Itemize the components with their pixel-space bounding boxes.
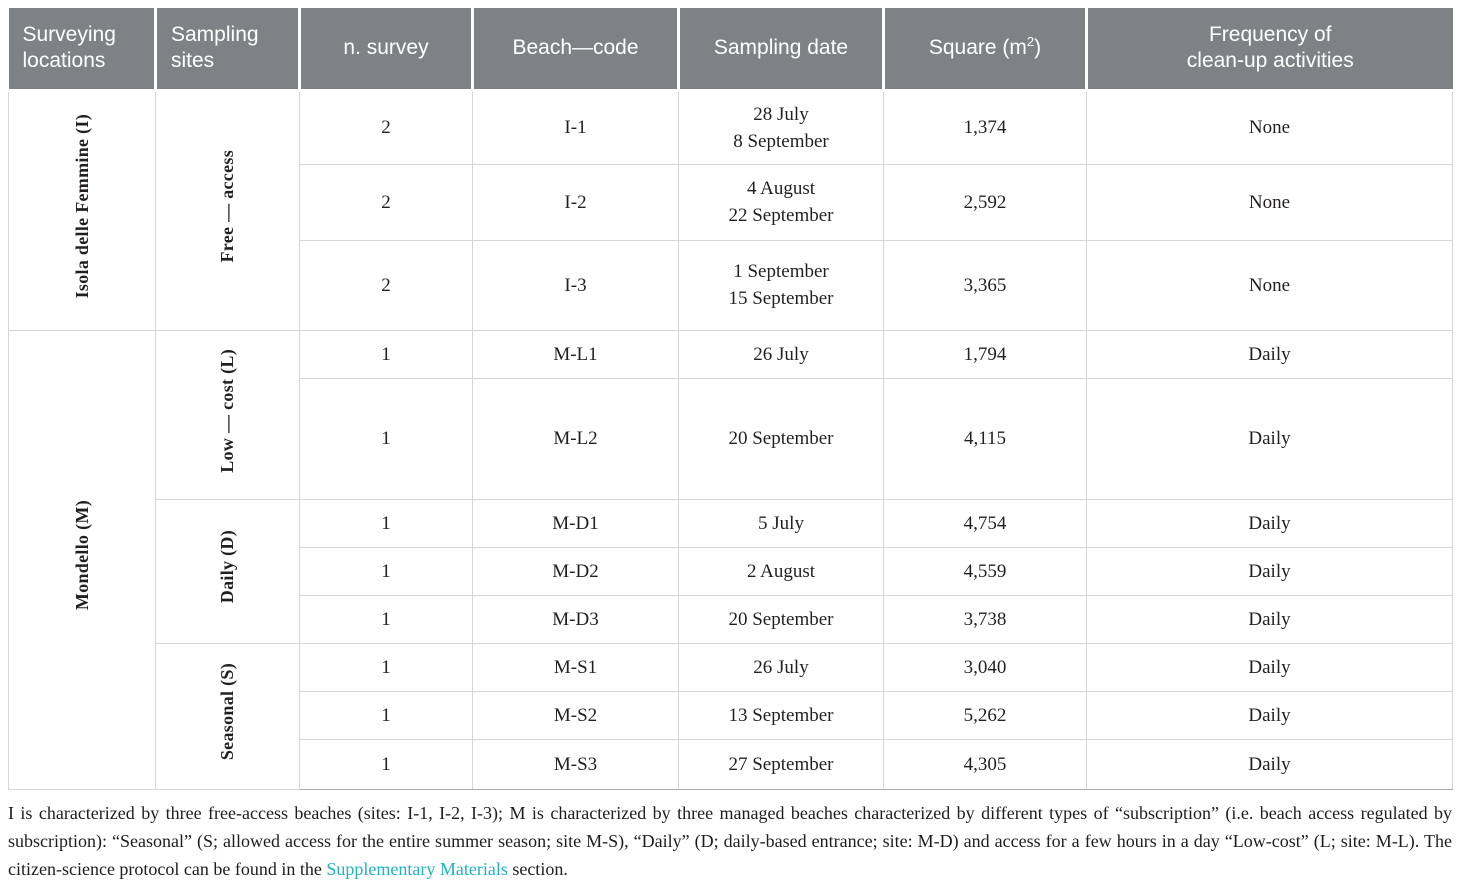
square-label-prefix: Square (m (928, 36, 1027, 60)
square-cell: 4,559 (883, 546, 1087, 596)
square-label-suffix: ) (1034, 36, 1042, 60)
table-row-ms3: 1 M-S3 27 September 4,305 Daily (9, 738, 1453, 790)
sampling-date-cell: 4 August 22 September (678, 163, 884, 241)
location-label: Mondello (M) (71, 500, 92, 611)
square-cell: 4,754 (883, 498, 1087, 548)
table-row-i2: 2 I-2 4 August 22 September 2,592 None (9, 163, 1453, 241)
n-survey-cell: 1 (299, 377, 473, 500)
sampling-date-cell: 13 September (678, 690, 884, 740)
site-label: Daily (D) (217, 530, 237, 604)
square-cell: 4,305 (883, 738, 1087, 790)
frequency-cell: Daily (1086, 594, 1453, 644)
site-label: Seasonal (S) (217, 663, 237, 761)
site-label: Low — cost (L) (217, 348, 237, 473)
table-footnote: I is characterized by three free-access … (8, 799, 1452, 883)
square-cell: 1,794 (883, 329, 1087, 379)
col-header-sampling-sites: Sampling sites (155, 8, 301, 92)
site-cell-low-cost: Low — cost (L) (155, 329, 300, 500)
beach-code-cell: I-1 (472, 89, 679, 165)
beach-code-cell: M-L1 (472, 329, 679, 379)
n-survey-cell: 1 (299, 642, 473, 692)
sampling-date-cell: 26 July (678, 642, 884, 692)
table-header: Surveying locations Sampling sites n. su… (8, 8, 1453, 92)
table-row-md1: Daily (D) 1 M-D1 5 July 4,754 Daily (9, 498, 1453, 644)
square-superscript: 2 (1026, 34, 1035, 50)
site-label: Free — access (217, 150, 237, 263)
beach-code-cell: I-3 (472, 239, 679, 331)
col-header-square: Square (m2) (883, 8, 1088, 92)
table-row-ml1: Mondello (M) Low — cost (L) 1 M-L1 26 Ju… (8, 329, 1453, 790)
n-survey-cell: 1 (299, 546, 473, 596)
n-survey-cell: 2 (299, 89, 473, 165)
square-cell: 2,592 (883, 163, 1087, 241)
location-label: Isola delle Femmine (I) (71, 114, 92, 299)
col-header-n-survey: n. survey (299, 8, 474, 92)
col-header-sampling-date: Sampling date (678, 8, 885, 92)
n-survey-cell: 1 (299, 738, 473, 790)
site-cell-free-access: Free — access (155, 89, 300, 331)
square-cell: 3,738 (883, 594, 1087, 644)
sampling-sites-table: Surveying locations Sampling sites n. su… (8, 8, 1453, 790)
location-cell-isola: Isola delle Femmine (I) (8, 89, 156, 331)
beach-code-cell: M-S3 (472, 738, 679, 790)
table-row-md2: 1 M-D2 2 August 4,559 Daily (9, 546, 1453, 596)
site-cell-seasonal: Seasonal (S) (155, 642, 300, 790)
n-survey-cell: 2 (299, 239, 473, 331)
supplementary-materials-link[interactable]: Supplementary Materials (326, 858, 508, 879)
beach-code-cell: M-D1 (472, 498, 679, 548)
n-survey-cell: 1 (299, 329, 473, 379)
beach-code-cell: M-D2 (472, 546, 679, 596)
footnote-text-after: section. (507, 858, 568, 879)
sampling-date-cell: 1 September 15 September (678, 239, 884, 331)
beach-code-cell: M-S1 (472, 642, 679, 692)
n-survey-cell: 1 (299, 594, 473, 644)
sampling-date-cell: 28 July 8 September (678, 89, 884, 165)
n-survey-cell: 1 (299, 690, 473, 740)
frequency-cell: Daily (1086, 377, 1453, 500)
sampling-date-cell: 5 July (678, 498, 884, 548)
square-cell: 4,115 (883, 377, 1087, 500)
table-row-ms2: 1 M-S2 13 September 5,262 Daily (9, 690, 1453, 740)
header-row: Surveying locations Sampling sites n. su… (8, 8, 1453, 92)
beach-code-cell: M-D3 (472, 594, 679, 644)
square-cell: 3,040 (883, 642, 1087, 692)
col-header-frequency: Frequency of clean-up activities (1086, 8, 1453, 92)
footnote-text-before: I is characterized by three free-access … (8, 802, 1452, 879)
location-cell-mondello: Mondello (M) (8, 329, 156, 790)
beach-code-cell: I-2 (472, 163, 679, 241)
frequency-cell: Daily (1086, 546, 1453, 596)
frequency-cell: None (1086, 239, 1453, 331)
sampling-date-cell: 2 August (678, 546, 884, 596)
sampling-date-cell: 26 July (678, 329, 884, 379)
sampling-date-cell: 27 September (678, 738, 884, 790)
square-cell: 3,365 (883, 239, 1087, 331)
sampling-date-cell: 20 September (678, 377, 884, 500)
frequency-cell: Daily (1086, 738, 1453, 790)
table-row-i1: Isola delle Femmine (I) Free — access 2 … (8, 89, 1453, 331)
n-survey-cell: 2 (299, 163, 473, 241)
square-cell: 1,374 (883, 89, 1087, 165)
table-row-i3: 2 I-3 1 September 15 September 3,365 Non… (9, 239, 1453, 331)
beach-code-cell: M-S2 (472, 690, 679, 740)
table-row-ml2: 1 M-L2 20 September 4,115 Daily (9, 377, 1453, 500)
sampling-date-cell: 20 September (678, 594, 884, 644)
frequency-cell: Daily (1086, 690, 1453, 740)
col-header-surveying-locations: Surveying locations (8, 8, 157, 92)
n-survey-cell: 1 (299, 498, 473, 548)
table-body: Isola delle Femmine (I) Free — access 2 … (8, 89, 1453, 790)
frequency-cell: Daily (1086, 642, 1453, 692)
col-header-beach-code: Beach—code (472, 8, 680, 92)
beach-code-cell: M-L2 (472, 377, 679, 500)
frequency-cell: None (1086, 163, 1453, 241)
square-cell: 5,262 (883, 690, 1087, 740)
frequency-cell: Daily (1086, 498, 1453, 548)
site-cell-daily: Daily (D) (155, 498, 300, 644)
frequency-cell: None (1086, 89, 1453, 165)
frequency-cell: Daily (1086, 329, 1453, 379)
table-row-ms1: Seasonal (S) 1 M-S1 26 July 3,040 Daily (9, 642, 1453, 790)
